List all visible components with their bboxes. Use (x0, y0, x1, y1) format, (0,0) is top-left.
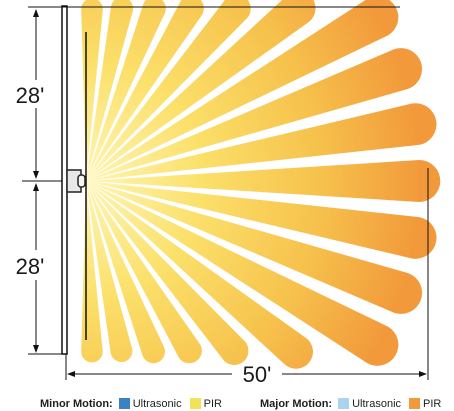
pir-beam (86, 48, 423, 181)
upper-height-dimension (33, 9, 39, 179)
legend-swatch-major-pir (409, 398, 421, 409)
legend-swatch-minor-pir (189, 398, 201, 409)
pir-beam (86, 181, 133, 363)
legend-swatch-major-ultrasonic (338, 398, 350, 409)
pir-beam (86, 0, 204, 181)
pir-beam (86, 0, 399, 181)
pir-beam (86, 181, 249, 366)
upper-height-label: 28' (16, 83, 45, 108)
legend-minor-motion: Minor Motion: Ultrasonic PIR (40, 396, 230, 411)
sensor-icon (66, 169, 86, 193)
width-label: 50' (243, 362, 272, 387)
legend-label-minor-ultrasonic: Ultrasonic (132, 397, 182, 410)
legend: Minor Motion: Ultrasonic PIR Major Motio… (0, 396, 454, 411)
pir-beam (86, 181, 437, 259)
pir-beam (86, 181, 166, 364)
pir-beam (86, 0, 134, 181)
pir-beam (86, 0, 251, 181)
legend-minor-heading: Minor Motion: (40, 397, 113, 410)
pir-beam (86, 181, 423, 314)
pir-beam (86, 181, 399, 366)
legend-swatch-minor-ultrasonic (118, 398, 130, 409)
legend-major-heading: Major Motion: (260, 397, 333, 410)
pir-beam (86, 0, 166, 181)
pir-beam (86, 181, 202, 364)
pir-beam (86, 160, 441, 202)
pir-beam (86, 0, 316, 181)
pir-beam (86, 181, 313, 369)
legend-label-major-pir: PIR (423, 397, 442, 410)
lower-height-dimension (33, 183, 39, 353)
pir-coverage-fan (81, 0, 441, 369)
width-dimension (67, 371, 427, 377)
legend-label-major-ultrasonic: Ultrasonic (352, 397, 402, 410)
lower-height-label: 28' (16, 254, 45, 279)
pir-beam (86, 103, 437, 181)
legend-major-motion: Major Motion: Ultrasonic PIR (260, 396, 449, 411)
legend-label-minor-pir: PIR (203, 397, 222, 410)
